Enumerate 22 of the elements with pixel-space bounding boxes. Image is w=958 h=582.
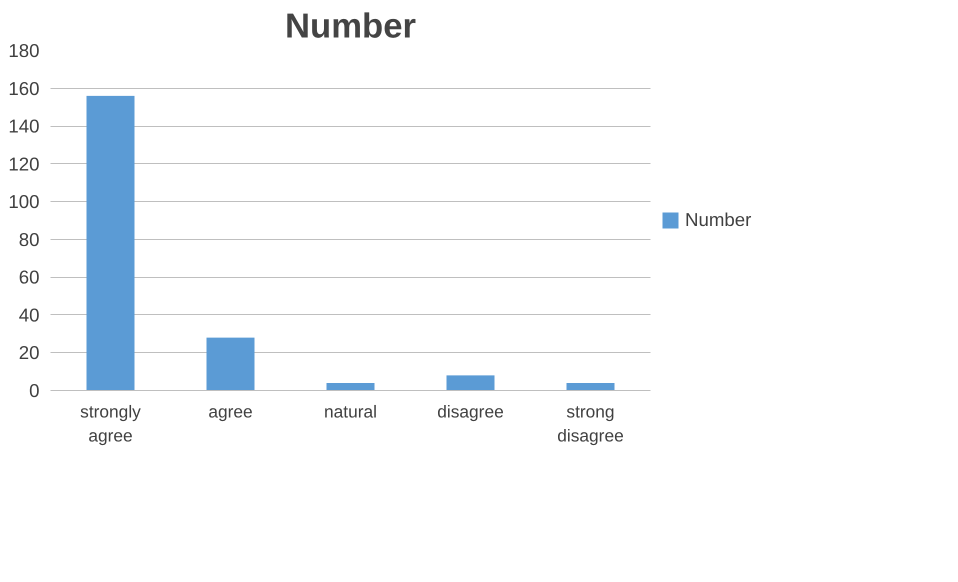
y-tick-label: 40: [18, 304, 40, 326]
y-tick-label: 80: [18, 228, 40, 250]
x-tick-label: strongly agree: [80, 402, 142, 446]
bar: [326, 382, 374, 390]
bar: [446, 375, 494, 390]
x-tick-label: agree: [208, 402, 253, 422]
legend-label: Number: [685, 209, 752, 231]
y-tick-label: 160: [8, 78, 40, 99]
y-tick-label: 60: [18, 266, 40, 288]
x-tick-label: natural: [324, 402, 377, 422]
x-tick-label: disagree: [437, 402, 504, 422]
bar: [566, 382, 614, 390]
y-tick-label: 20: [18, 342, 40, 364]
bar: [206, 338, 254, 390]
y-tick-label: 180: [8, 40, 40, 61]
y-tick-label: 120: [8, 153, 40, 174]
bar: [86, 96, 134, 390]
y-tick-label: 0: [29, 380, 40, 401]
y-tick-label: 100: [8, 191, 40, 212]
y-tick-label: 140: [8, 116, 40, 137]
x-tick-label: strong disagree: [557, 402, 624, 446]
chart-title: Number: [285, 8, 416, 46]
